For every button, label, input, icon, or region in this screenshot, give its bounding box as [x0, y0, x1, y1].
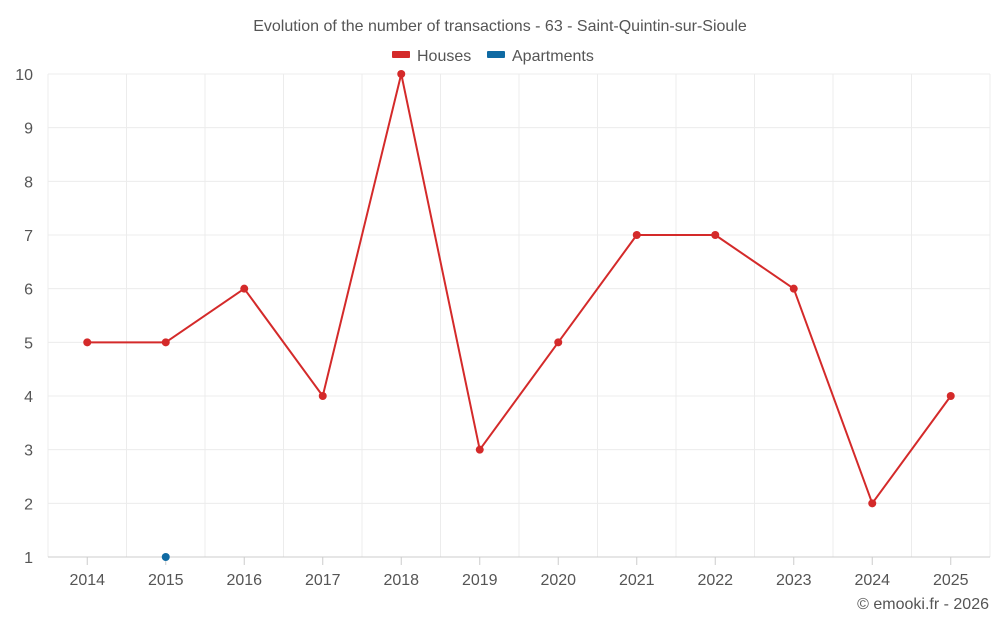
series-line-houses [87, 73, 952, 505]
y-tick-label: 1 [24, 550, 33, 567]
y-tick-label: 7 [24, 228, 33, 245]
legend-item-houses[interactable]: Houses [392, 48, 471, 65]
y-tick-label: 10 [15, 67, 33, 84]
x-tick-label: 2017 [305, 572, 341, 589]
legend-label-houses: Houses [417, 48, 471, 65]
data-point-houses[interactable] [632, 231, 641, 239]
legend-item-apartments[interactable]: Apartments [487, 48, 594, 65]
y-tick-label: 2 [24, 496, 33, 513]
legend-swatch-houses [392, 51, 410, 58]
x-tick-label: 2016 [226, 572, 262, 589]
x-tick-label: 2023 [776, 572, 812, 589]
y-tick-label: 8 [24, 174, 33, 191]
x-tick-label: 2024 [854, 572, 890, 589]
y-tick-label: 3 [24, 443, 33, 460]
y-tick-label: 4 [24, 389, 33, 406]
data-point-houses[interactable] [475, 445, 484, 454]
x-tick-label: 2022 [697, 572, 733, 589]
data-point-houses[interactable] [161, 338, 170, 347]
data-point-houses[interactable] [83, 338, 92, 347]
y-tick-label: 5 [24, 335, 33, 352]
data-point-houses[interactable] [554, 338, 563, 347]
series-apartments [161, 553, 170, 561]
x-tick-label: 2015 [148, 572, 184, 589]
legend: Houses Apartments [392, 48, 594, 65]
x-tick-label: 2021 [619, 572, 655, 589]
legend-swatch-apartments [487, 51, 505, 58]
data-point-houses[interactable] [789, 284, 798, 293]
x-tick-label: 2020 [540, 572, 576, 589]
data-point-houses[interactable] [240, 284, 249, 293]
y-tick-label: 9 [24, 121, 33, 138]
x-tick-label: 2018 [383, 572, 419, 589]
series-houses [83, 70, 955, 508]
x-tick-label: 2025 [933, 572, 969, 589]
series [83, 70, 955, 561]
credit-text: © emooki.fr - 2026 [857, 596, 989, 613]
x-tick-label: 2019 [462, 572, 498, 589]
data-point-houses[interactable] [397, 70, 406, 78]
data-point-apartments[interactable] [161, 553, 170, 561]
axes: 1 2 3 4 5 6 7 8 9 10 2014 2015 2016 2017 2018 2019 2020 2… [15, 67, 990, 589]
grid [47, 73, 991, 557]
data-point-houses[interactable] [946, 392, 955, 400]
chart-title: Evolution of the number of transactions … [253, 18, 747, 35]
x-tick-label: 2014 [69, 572, 105, 589]
data-point-houses[interactable] [318, 392, 327, 400]
data-point-houses[interactable] [868, 499, 877, 508]
data-point-houses[interactable] [711, 231, 720, 239]
legend-label-apartments: Apartments [512, 48, 594, 65]
y-tick-label: 6 [24, 282, 33, 299]
